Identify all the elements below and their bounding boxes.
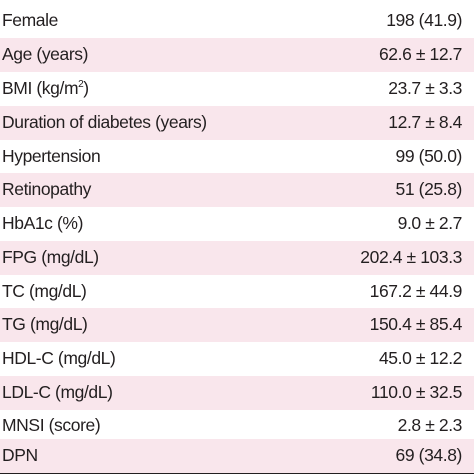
- table-row: Age (years) 62.6 ± 12.7: [0, 38, 474, 72]
- row-label: HbA1c (%): [2, 213, 84, 234]
- table-row: TC (mg/dL) 167.2 ± 44.9: [0, 275, 474, 309]
- row-label: TC (mg/dL): [2, 281, 87, 302]
- row-value: 12.7 ± 8.4: [388, 112, 462, 133]
- row-value: 51 (25.8): [395, 179, 463, 200]
- table-row: DPN 69 (34.8): [0, 439, 474, 473]
- row-label: LDL-C (mg/dL): [2, 382, 113, 403]
- table-row: HbA1c (%) 9.0 ± 2.7: [0, 207, 474, 241]
- table-row: Hypertension 99 (50.0): [0, 140, 474, 174]
- row-value: 110.0 ± 32.5: [370, 382, 462, 403]
- row-label: HDL-C (mg/dL): [2, 348, 116, 369]
- row-value: 45.0 ± 12.2: [378, 348, 462, 369]
- table-row: MNSI (score) 2.8 ± 2.3: [0, 409, 474, 443]
- row-value: 62.6 ± 12.7: [378, 44, 462, 65]
- table-row: BMI (kg/m2) 23.7 ± 3.3: [0, 72, 474, 106]
- row-label: DPN: [2, 445, 38, 466]
- row-label: MNSI (score): [2, 415, 101, 436]
- row-value: 99 (50.0): [395, 146, 463, 167]
- superscript: 2: [78, 79, 84, 91]
- row-value: 202.4 ± 103.3: [360, 247, 462, 268]
- row-value: 69 (34.8): [395, 445, 463, 466]
- row-label: TG (mg/dL): [2, 314, 88, 335]
- table-row: Duration of diabetes (years) 12.7 ± 8.4: [0, 106, 474, 140]
- row-label: Female: [2, 10, 58, 31]
- row-label: FPG (mg/dL): [2, 247, 99, 268]
- row-label: Age (years): [2, 44, 89, 65]
- row-value: 198 (41.9): [386, 10, 462, 31]
- table-row: TG (mg/dL) 150.4 ± 85.4: [0, 308, 474, 342]
- row-value: 150.4 ± 85.4: [369, 314, 463, 335]
- row-label: BMI (kg/m2): [2, 78, 89, 99]
- row-label: Retinopathy: [2, 179, 91, 200]
- row-value: 23.7 ± 3.3: [388, 78, 462, 99]
- table-row: Female 198 (41.9): [0, 4, 474, 38]
- row-value: 2.8 ± 2.3: [397, 415, 463, 436]
- table-row: LDL-C (mg/dL) 110.0 ± 32.5: [0, 376, 474, 410]
- row-value: 167.2 ± 44.9: [369, 281, 463, 302]
- table-row: FPG (mg/dL) 202.4 ± 103.3: [0, 241, 474, 275]
- row-value: 9.0 ± 2.7: [397, 213, 463, 234]
- table-row: HDL-C (mg/dL) 45.0 ± 12.2: [0, 342, 474, 376]
- table-row: Retinopathy 51 (25.8): [0, 173, 474, 207]
- row-label: Hypertension: [2, 146, 101, 167]
- row-label: Duration of diabetes (years): [2, 112, 207, 133]
